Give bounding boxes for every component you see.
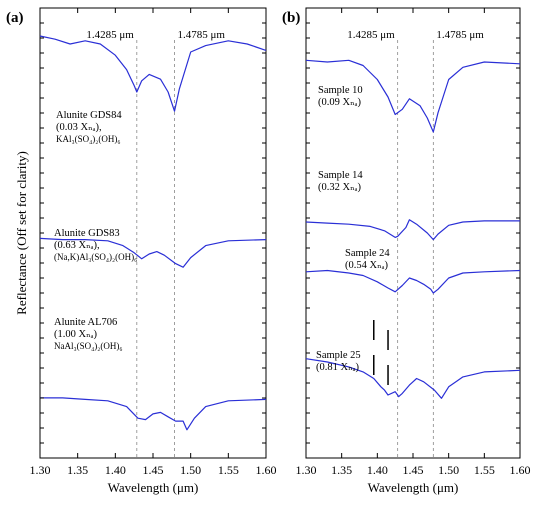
x-tick-label-3: 1.45 [143, 463, 164, 477]
reference-line-label-1: 1.4785 μm [177, 29, 225, 41]
series-label-2-line-2: NaAl₃(SO₄)₂(OH)₆ [54, 341, 123, 351]
x-tick-label-0: 1.30 [30, 463, 51, 477]
series-label-1-line-2: (Na,K)Al₃(SO₄)₂(OH)₆ [54, 252, 137, 262]
series-label-0-line-1: (0.03 Xₙₐ), [56, 122, 102, 133]
x-tick-label-5: 1.55 [474, 463, 495, 477]
panel-a-reference-lines: 1.4285 μm 1.4785 μm [86, 29, 225, 458]
x-tick-label-4: 1.50 [438, 463, 459, 477]
panel-b-x-axis-label: Wavelength (μm) [368, 480, 459, 495]
series-label-2-line-0: Sample 24 [345, 248, 390, 259]
x-tick-label-6: 1.60 [510, 463, 531, 477]
x-tick-label-0: 1.30 [296, 463, 317, 477]
series-label-0-line-2: KAl₃(SO₄)₂(OH)₆ [56, 134, 121, 144]
panel-b: (b) 1.4285 μm 1.4785 μm Sample 10(0.09 Xₙ… [282, 7, 531, 495]
panel-a-x-ticks: 1.30 1.35 1.40 1.45 1.50 1.55 1.60 [30, 8, 277, 477]
x-tick-label-3: 1.45 [403, 463, 424, 477]
series-line-0 [305, 59, 521, 133]
series-line-1 [39, 237, 267, 268]
panel-b-frame [305, 7, 521, 459]
panel-a-y-axis-label: Reflectance (Off set for clarity) [14, 151, 29, 315]
series-label-2-line-1: (1.00 Xₙₐ) [54, 329, 97, 340]
x-tick-label-1: 1.35 [331, 463, 352, 477]
x-tick-label-4: 1.50 [180, 463, 201, 477]
series-line-2 [40, 397, 267, 431]
series-label-1-line-1: (0.63 Xₙₐ), [54, 240, 100, 251]
series-line-3 [305, 358, 521, 399]
series-label-3-line-0: Sample 25 [316, 350, 361, 361]
series-label-1-line-0: Alunite GDS83 [54, 228, 120, 239]
panel-b-reference-lines: 1.4285 μm 1.4785 μm [347, 29, 484, 458]
reference-line-label-0: 1.4285 μm [347, 29, 395, 41]
reference-line-label-0: 1.4285 μm [86, 29, 134, 41]
series-label-3-line-1: (0.81 Xₙₐ) [316, 362, 359, 373]
panel-b-series: Sample 10(0.09 Xₙₐ) Sample 14(0.32 Xₙₐ) Sa… [305, 59, 521, 399]
series-line-1 [305, 219, 520, 241]
reference-line-label-1: 1.4785 μm [436, 29, 484, 41]
series-line-0 [39, 35, 267, 112]
panel-b-label: (b) [282, 10, 300, 26]
panel-b-x-ticks: 1.30 1.35 1.40 1.45 1.50 1.55 1.60 [296, 8, 531, 477]
series-label-2-line-0: Alunite AL706 [54, 317, 117, 328]
x-tick-label-2: 1.40 [367, 463, 388, 477]
series-label-0-line-0: Alunite GDS84 [56, 110, 122, 121]
series-line-2 [305, 269, 521, 294]
x-tick-label-2: 1.40 [105, 463, 126, 477]
series-label-0-line-0: Sample 10 [318, 85, 363, 96]
panel-a-series: Alunite GDS84(0.03 Xₙₐ),KAl₃(SO₄)₂(OH)₆ A… [39, 35, 267, 431]
series-label-0-line-1: (0.09 Xₙₐ) [318, 97, 361, 108]
panel-a-x-axis-label: Wavelength (μm) [108, 480, 199, 495]
x-tick-label-1: 1.35 [67, 463, 88, 477]
panel-a-label: (a) [6, 10, 24, 26]
series-label-1-line-1: (0.32 Xₙₐ) [318, 182, 361, 193]
series-label-1-line-0: Sample 14 [318, 170, 363, 181]
series-label-2-line-1: (0.54 Xₙₐ) [345, 260, 388, 271]
panel-a: (a) 1.4285 μm 1.4785 μm Alunite GDS84(0.0… [6, 7, 277, 495]
x-tick-label-5: 1.55 [218, 463, 239, 477]
x-tick-label-6: 1.60 [256, 463, 277, 477]
